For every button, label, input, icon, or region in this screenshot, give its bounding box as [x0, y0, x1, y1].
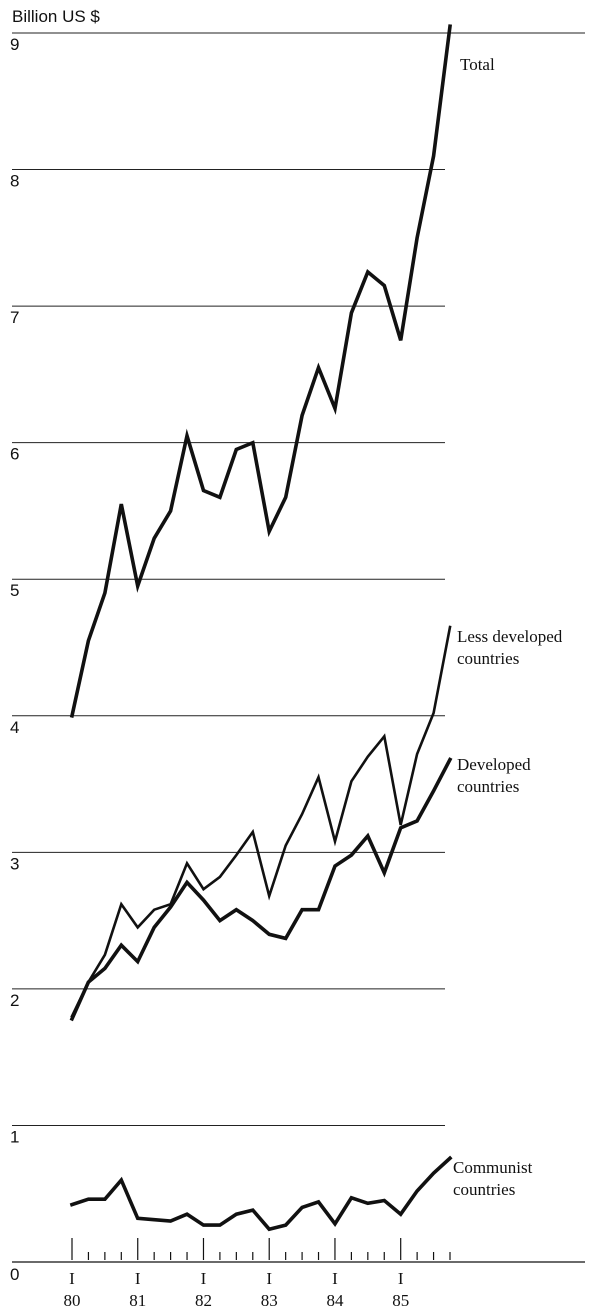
x-tick-mark-label: I [266, 1269, 272, 1288]
series-label-developed-countries: countries [457, 777, 519, 796]
series-lines [69, 24, 453, 1232]
y-tick-label-5: 5 [10, 581, 19, 600]
series-label-less-developed-countries: Less developed [457, 627, 563, 646]
series-line-communist-countries [69, 1155, 453, 1232]
series-line-total [69, 24, 453, 718]
y-axis-title: Billion US $ [12, 7, 100, 26]
y-tick-label-3: 3 [10, 854, 19, 873]
y-tick-label-0: 0 [10, 1265, 19, 1284]
x-tick-year-label: 83 [261, 1291, 278, 1310]
y-tick-label-1: 1 [10, 1127, 19, 1146]
y-tick-label-7: 7 [10, 308, 19, 327]
y-tick-label-4: 4 [10, 718, 19, 737]
y-tick-label-6: 6 [10, 445, 19, 464]
series-label-developed-countries: Developed [457, 755, 531, 774]
series-line-less-developed-countries [70, 625, 452, 1018]
y-tick-label-9: 9 [10, 35, 19, 54]
y-tick-label-2: 2 [10, 991, 19, 1010]
series-label-total: Total [460, 55, 495, 74]
y-tick-label-8: 8 [10, 172, 19, 191]
x-tick-year-label: 82 [195, 1291, 212, 1310]
x-tick-mark-label: I [135, 1269, 141, 1288]
x-tick-year-label: 84 [326, 1291, 344, 1310]
series-label-less-developed-countries: countries [457, 649, 519, 668]
gridlines [12, 32, 585, 1126]
x-tick-mark-label: I [201, 1269, 207, 1288]
x-tick-year-label: 81 [129, 1291, 146, 1310]
y-tick-labels: 0 1 2 3 4 5 6 7 8 9 [10, 35, 19, 1284]
x-axis: I 80 I 81 I 82 I 83 I 84 I 85 [12, 1238, 585, 1310]
series-labels: Total Less developed countries Developed cou… [453, 55, 563, 1199]
series-label-communist-countries: Communist [453, 1158, 533, 1177]
x-tick-year-label: 85 [392, 1291, 409, 1310]
x-tick-mark-label: I [332, 1269, 338, 1288]
x-tick-mark-label: I [69, 1269, 75, 1288]
x-tick-year-label: 80 [64, 1291, 81, 1310]
series-line-developed-countries [69, 757, 453, 1022]
series-label-communist-countries: countries [453, 1180, 515, 1199]
x-tick-mark-label: I [398, 1269, 404, 1288]
